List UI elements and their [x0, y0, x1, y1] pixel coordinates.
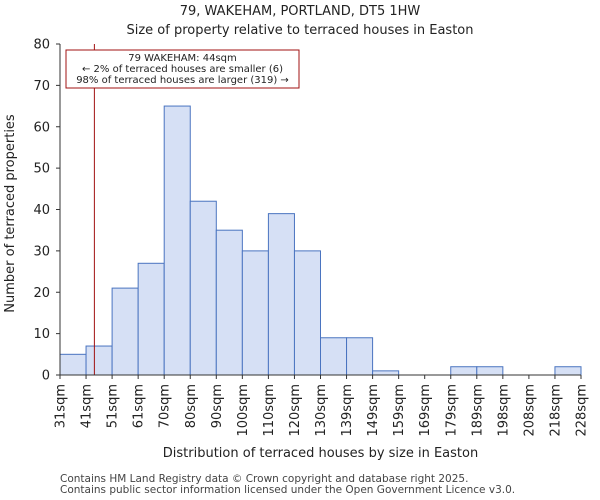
annotation-line-property: 79 WAKEHAM: 44sqm: [128, 53, 237, 64]
x-tick-label-100sqm: 100sqm: [236, 384, 251, 437]
bar-51sqm: [111, 287, 139, 376]
y-axis-label: Number of terraced properties: [3, 114, 18, 313]
x-tick-label-208sqm: 208sqm: [522, 384, 537, 437]
bar-61sqm: [137, 262, 165, 376]
x-tick-label-198sqm: 198sqm: [496, 384, 511, 437]
chart-subtitle: Size of property relative to terraced ho…: [126, 23, 474, 38]
footer: Contains HM Land Registry data © Crown c…: [60, 474, 515, 496]
x-tick-label-130sqm: 130sqm: [314, 384, 329, 437]
annotation-box: 79 WAKEHAM: 44sqm ← 2% of terraced house…: [65, 49, 300, 89]
bar-189sqm: [476, 366, 504, 376]
bar-120sqm: [293, 250, 322, 376]
x-tick-label-31sqm: 31sqm: [54, 384, 69, 428]
bar-41sqm: [85, 345, 113, 376]
bar-100sqm: [241, 250, 269, 376]
x-tick-label-218sqm: 218sqm: [548, 384, 563, 437]
footer-line-2: Contains public sector information licen…: [60, 484, 516, 496]
y-tick-label-10: 10: [33, 327, 50, 342]
x-tick-label-41sqm: 41sqm: [80, 384, 95, 428]
bar-70sqm: [163, 105, 191, 376]
y-tick-label-60: 60: [33, 120, 50, 135]
bars-layer: [59, 105, 582, 376]
bar-149sqm: [372, 370, 400, 376]
bar-139sqm: [346, 337, 374, 376]
bar-110sqm: [267, 213, 295, 376]
annotation-line-smaller: ← 2% of terraced houses are smaller (6): [82, 64, 283, 75]
x-tick-label-228sqm: 228sqm: [575, 384, 590, 437]
x-tick-label-61sqm: 61sqm: [132, 384, 147, 428]
y-tick-label-50: 50: [33, 162, 50, 177]
axes-layer: 0 10 20 30 40 50 60 70 80 31sqm 41sqm 51sqm 61sqm 70s…: [33, 38, 589, 437]
y-tick-label-40: 40: [33, 203, 50, 218]
x-axis-label: Distribution of terraced houses by size …: [163, 446, 478, 461]
x-tick-label-159sqm: 159sqm: [392, 384, 407, 437]
x-tick-label-80sqm: 80sqm: [184, 384, 199, 428]
bar-31sqm: [59, 353, 87, 376]
x-tick-label-120sqm: 120sqm: [288, 384, 303, 437]
x-tick-label-169sqm: 169sqm: [418, 384, 433, 437]
bar-90sqm: [215, 229, 243, 376]
bar-218sqm: [554, 366, 582, 376]
x-tick-label-189sqm: 189sqm: [470, 384, 485, 437]
y-tick-label-20: 20: [33, 286, 50, 301]
x-tick-label-51sqm: 51sqm: [106, 384, 121, 428]
x-tick-label-139sqm: 139sqm: [340, 384, 355, 437]
x-tick-label-179sqm: 179sqm: [444, 384, 459, 437]
footer-line-1: Contains HM Land Registry data © Crown c…: [60, 473, 469, 485]
y-tick-label-30: 30: [33, 244, 50, 259]
bar-130sqm: [320, 337, 348, 376]
bar-80sqm: [189, 200, 217, 376]
x-tick-label-110sqm: 110sqm: [262, 384, 277, 437]
y-tick-label-70: 70: [33, 79, 50, 94]
chart-title: 79, WAKEHAM, PORTLAND, DT5 1HW: [179, 4, 421, 19]
annotation-line-larger: 98% of terraced houses are larger (319) …: [76, 75, 289, 86]
x-tick-label-149sqm: 149sqm: [366, 384, 381, 437]
x-tick-label-90sqm: 90sqm: [210, 384, 225, 428]
chart-title-block: 79, WAKEHAM, PORTLAND, DT5 1HW Size of p…: [0, 2, 600, 40]
bar-179sqm: [450, 366, 478, 376]
y-tick-label-80: 80: [33, 38, 50, 53]
x-tick-label-70sqm: 70sqm: [158, 384, 173, 428]
annotation-border: [65, 49, 300, 89]
y-tick-label-0: 0: [42, 369, 50, 384]
